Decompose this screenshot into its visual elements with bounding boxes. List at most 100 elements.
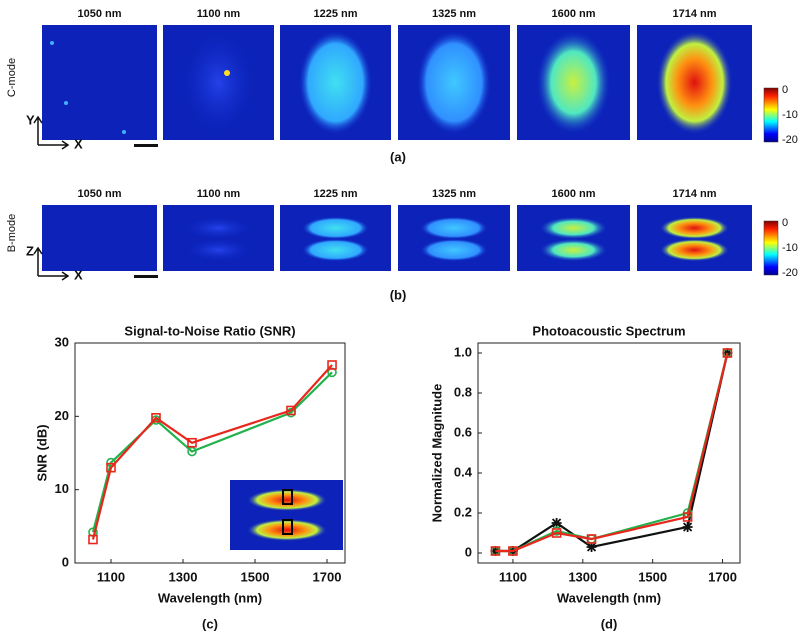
wavelength-label: 1225 nm bbox=[313, 188, 357, 200]
panel-caption: (b) bbox=[390, 287, 407, 302]
image-signal bbox=[656, 30, 733, 135]
x-axis-label: Wavelength (nm) bbox=[158, 590, 262, 605]
axis-horizontal-label: X bbox=[74, 267, 83, 282]
series-line bbox=[495, 352, 729, 553]
marker bbox=[722, 348, 733, 358]
image-signal bbox=[417, 30, 491, 135]
series-line bbox=[495, 352, 729, 553]
x-tick-label: 1100 bbox=[499, 569, 527, 584]
marker bbox=[551, 528, 562, 538]
y-tick-label: 0.4 bbox=[454, 464, 473, 479]
image-signal bbox=[420, 238, 488, 262]
y-tick-label: 0.8 bbox=[454, 384, 472, 399]
inset-band bbox=[247, 489, 327, 511]
image-signal bbox=[536, 30, 611, 135]
colorbar bbox=[763, 87, 779, 143]
marker bbox=[327, 360, 337, 370]
series-line bbox=[91, 364, 333, 540]
wavelength-label: 1100 nm bbox=[197, 8, 241, 20]
plot-frame bbox=[477, 342, 741, 564]
x-tick-label: 1300 bbox=[169, 569, 198, 584]
y-axis-label: SNR (dB) bbox=[34, 424, 49, 481]
marker bbox=[106, 462, 116, 473]
scale-bar bbox=[134, 144, 158, 147]
x-axis-label: Wavelength (nm) bbox=[557, 590, 661, 605]
y-tick-label: 20 bbox=[55, 408, 69, 423]
colorbar-tick-label: -20 bbox=[782, 134, 798, 146]
wavelength-label: 1325 nm bbox=[432, 188, 476, 200]
marker bbox=[551, 518, 562, 528]
colorbar-tick-label: -10 bbox=[782, 242, 798, 254]
axis-vertical-label: Z bbox=[26, 243, 34, 258]
marker bbox=[682, 512, 693, 522]
wavelength-label: 1050 nm bbox=[77, 8, 121, 20]
x-tick-label: 1500 bbox=[638, 569, 667, 584]
marker bbox=[88, 534, 98, 545]
image-signal bbox=[181, 30, 256, 135]
image-signal bbox=[539, 216, 608, 240]
scale-bar bbox=[134, 275, 158, 278]
wavelength-label: 1714 nm bbox=[672, 8, 716, 20]
axis-arrows bbox=[33, 246, 70, 281]
image-signal bbox=[539, 238, 608, 262]
wavelength-label: 1050 nm bbox=[77, 188, 121, 200]
y-tick-label: 1.0 bbox=[454, 344, 472, 359]
wavelength-label: 1100 nm bbox=[197, 188, 241, 200]
panel-caption: (a) bbox=[390, 149, 406, 164]
image-speck bbox=[50, 41, 54, 45]
image-speck bbox=[122, 130, 126, 134]
colorbar bbox=[763, 220, 779, 276]
wavelength-label: 1600 nm bbox=[551, 8, 595, 20]
row-label: C-mode bbox=[6, 58, 18, 97]
x-tick-label: 1700 bbox=[313, 569, 342, 584]
y-tick-label: 0.6 bbox=[454, 424, 472, 439]
image-background bbox=[42, 25, 157, 140]
axis-vertical-label: Y bbox=[26, 112, 35, 127]
colorbar-tick-label: -10 bbox=[782, 109, 798, 121]
x-tick-label: 1700 bbox=[708, 569, 737, 584]
image-signal bbox=[420, 216, 488, 240]
figure-content: 1050 nm 1100 nm 1225 nm 1325 nm 1600 nm 1714 … bbox=[6, 8, 798, 632]
series-line bbox=[91, 371, 333, 533]
marker bbox=[508, 546, 518, 556]
chart-title: Signal-to-Noise Ratio (SNR) bbox=[124, 323, 295, 338]
marker bbox=[586, 542, 597, 552]
row-label: B-mode bbox=[6, 214, 18, 253]
inset-roi bbox=[282, 519, 293, 535]
y-tick-label: 30 bbox=[55, 334, 69, 349]
chart-title: Photoacoustic Spectrum bbox=[532, 323, 685, 338]
image-signal bbox=[298, 30, 373, 135]
wavelength-label: 1325 nm bbox=[432, 8, 476, 20]
panel-caption: (d) bbox=[601, 616, 618, 631]
marker bbox=[187, 437, 197, 448]
wavelength-label: 1600 nm bbox=[551, 188, 595, 200]
image-signal bbox=[660, 216, 729, 240]
y-tick-label: 10 bbox=[55, 481, 69, 496]
image-hotspot bbox=[224, 70, 230, 76]
y-axis-label: Normalized Magnitude bbox=[429, 384, 444, 523]
inset-band bbox=[247, 519, 327, 541]
colorbar-tick-label: -20 bbox=[782, 267, 798, 279]
marker bbox=[586, 534, 597, 544]
inset-image bbox=[230, 480, 343, 550]
y-tick-label: 0 bbox=[465, 544, 472, 559]
panel-caption: (c) bbox=[202, 616, 218, 631]
image-signal bbox=[660, 238, 729, 262]
marker bbox=[286, 405, 296, 416]
x-tick-label: 1300 bbox=[568, 569, 597, 584]
axis-horizontal-label: X bbox=[74, 136, 83, 151]
inset-roi bbox=[282, 489, 293, 505]
x-tick-label: 1100 bbox=[97, 569, 125, 584]
x-tick-label: 1500 bbox=[241, 569, 270, 584]
image-background bbox=[42, 205, 157, 271]
image-signal bbox=[185, 216, 252, 240]
colorbar-tick-label: 0 bbox=[782, 217, 788, 229]
series-line bbox=[495, 352, 729, 553]
image-speck bbox=[64, 101, 68, 105]
marker bbox=[682, 522, 693, 532]
image-signal bbox=[185, 238, 252, 262]
y-tick-label: 0 bbox=[62, 554, 69, 569]
axis-arrows bbox=[33, 115, 70, 150]
image-signal bbox=[302, 238, 369, 262]
